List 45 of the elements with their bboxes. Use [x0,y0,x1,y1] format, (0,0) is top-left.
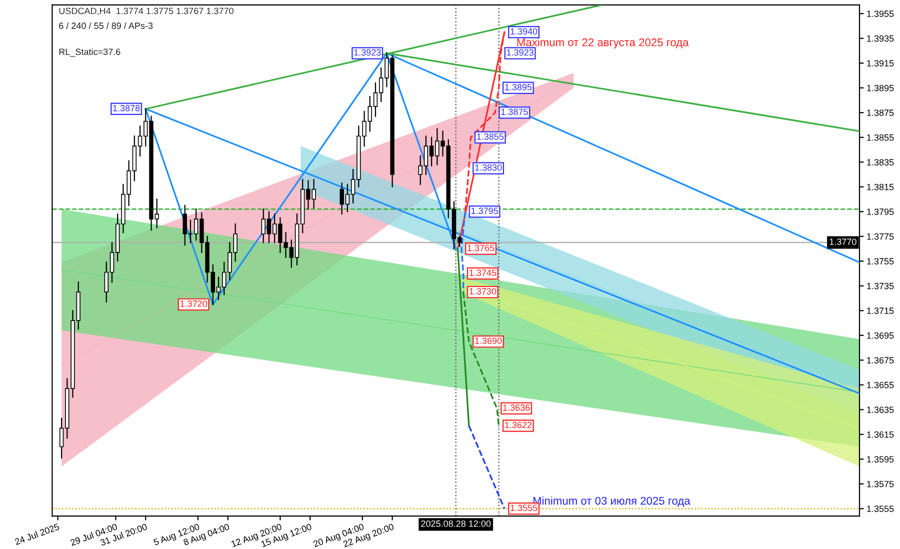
annotation: 1.3795 [471,208,498,214]
x-tick-label: 24 Jul 2025 [14,523,60,546]
ref-line-label: 2025.08.28 12:00 [421,520,491,527]
y-tick-label: 1.3595 [867,456,894,462]
y-tick-label: 1.3735 [867,282,894,290]
annotation: 6 / 240 / 55 / 89 / APs-3 [59,22,153,29]
y-tick-label: 1.3835 [867,159,894,166]
annotation: 1.3895 [505,84,532,90]
annotation: 1.3923 [354,49,381,56]
y-tick-label: 1.3615 [867,431,894,438]
y-tick-label: 1.3715 [867,308,894,314]
y-tick-label: 1.3575 [867,480,894,488]
annotation: RL_Static=37.6 [59,48,120,57]
chart-title: USDCAD,H4 1.3774 1.3775 1.3767 1.3770 [59,8,234,16]
y-tick-label: 1.3895 [867,84,894,92]
y-tick-label: 1.3795 [867,208,894,215]
annotation: 1.3555 [510,504,538,512]
y-tick-label: 1.3635 [867,406,894,413]
annotation: Maximum от 22 августа 2025 года [517,38,689,48]
annotation: 1.3940 [510,28,538,35]
annotation: 1.3622 [505,422,532,428]
y-tick-label: 1.3655 [867,382,894,388]
y-tick-label: 1.3755 [867,258,894,264]
y-tick-label: 1.3815 [867,184,894,190]
y-tick-label: 1.3855 [867,134,894,141]
ref-line-label: 1.3770 [830,238,856,245]
y-tick-label: 1.3955 [867,10,894,17]
annotation: 1.3923 [506,49,534,56]
y-tick-label: 1.3775 [867,233,894,240]
y-tick-label: 1.3695 [867,332,894,339]
annotation: 1.3878 [113,104,140,112]
annotation: 1.3875 [501,108,528,116]
y-tick-label: 1.3675 [867,357,894,364]
annotation: 1.3765 [468,244,494,252]
y-tick-label: 1.3555 [867,506,894,512]
annotation: 1.3720 [180,300,208,307]
y-tick-label: 1.3875 [867,110,894,116]
annotation: 1.3855 [477,133,504,140]
y-tick-label: 1.3935 [867,35,894,42]
y-tick-label: 1.3915 [867,60,894,66]
annotation: 1.3690 [475,338,502,344]
annotation: 1.3730 [470,288,496,294]
annotation: 1.3830 [475,164,502,171]
annotation: 1.3636 [503,404,530,411]
annotation: 1.3745 [470,270,496,276]
